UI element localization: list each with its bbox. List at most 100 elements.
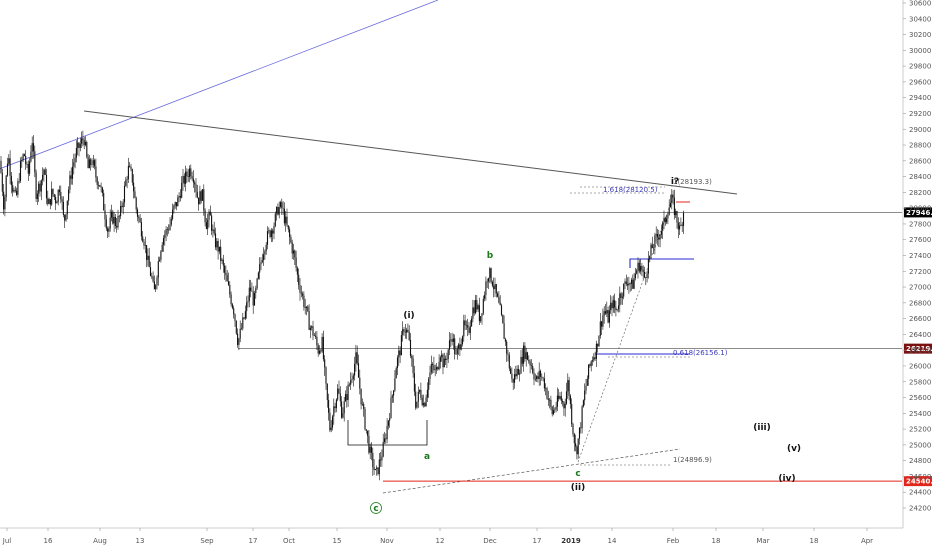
candle bbox=[127, 157, 129, 184]
candle bbox=[96, 175, 98, 190]
candle bbox=[233, 305, 235, 319]
candle bbox=[654, 232, 656, 255]
candle bbox=[666, 214, 668, 225]
candle bbox=[597, 343, 599, 353]
candle bbox=[477, 303, 479, 312]
candle bbox=[458, 342, 460, 355]
candle bbox=[9, 150, 11, 185]
candle bbox=[326, 383, 328, 408]
candle bbox=[443, 352, 445, 368]
candle bbox=[313, 332, 315, 337]
price-axis[interactable]: 24200.0 24400.0 24600.0 24800.0 25000.0 25200… bbox=[902, 0, 932, 528]
candle bbox=[651, 236, 653, 249]
candle bbox=[547, 390, 549, 406]
candle bbox=[100, 182, 102, 193]
candle bbox=[677, 217, 679, 239]
candle bbox=[44, 167, 46, 176]
candle bbox=[630, 277, 633, 291]
candle bbox=[621, 292, 623, 305]
candle bbox=[79, 137, 81, 152]
candle bbox=[218, 246, 220, 255]
candle bbox=[543, 372, 545, 392]
candlestick-series bbox=[0, 130, 685, 481]
price-tick-label: 29200.0 bbox=[909, 110, 932, 118]
candle bbox=[615, 300, 617, 317]
candle bbox=[653, 243, 655, 254]
candle bbox=[448, 331, 451, 355]
candle bbox=[433, 356, 435, 374]
candle bbox=[438, 354, 440, 371]
candle bbox=[274, 211, 276, 228]
candle bbox=[175, 202, 178, 211]
candle bbox=[27, 160, 29, 181]
price-tick-label: 28800.0 bbox=[909, 142, 932, 150]
candle bbox=[300, 285, 302, 298]
candle bbox=[321, 333, 323, 353]
price-level-badge: 27946.3 bbox=[904, 207, 932, 218]
candle bbox=[26, 161, 28, 169]
candle bbox=[468, 322, 470, 336]
candle bbox=[564, 398, 566, 417]
candle bbox=[304, 298, 306, 315]
candle bbox=[308, 304, 310, 331]
candle bbox=[521, 348, 523, 367]
candle bbox=[90, 157, 92, 171]
time-tick-label: 13 bbox=[136, 537, 145, 545]
candle bbox=[25, 150, 27, 170]
time-tick-label: Oct bbox=[283, 537, 295, 545]
candle bbox=[69, 170, 71, 194]
candle bbox=[269, 229, 271, 239]
time-tick-label: Jul bbox=[2, 537, 12, 545]
candle bbox=[612, 295, 614, 313]
candle bbox=[549, 398, 551, 409]
candle bbox=[195, 178, 197, 198]
candle bbox=[590, 360, 592, 372]
candle bbox=[192, 170, 194, 188]
time-axis[interactable]: Jul 16 Aug 13 Sep 17 Oct 15 Nov 12 Dec 17 2019 14 Feb 1… bbox=[0, 527, 903, 545]
candle bbox=[599, 312, 601, 339]
candle bbox=[338, 380, 340, 395]
candle bbox=[416, 401, 418, 410]
candle bbox=[39, 180, 41, 197]
candle bbox=[419, 389, 421, 395]
candle bbox=[266, 226, 269, 250]
candle bbox=[567, 373, 569, 399]
svg-text:27946.3: 27946.3 bbox=[906, 209, 932, 217]
candle bbox=[507, 349, 509, 362]
time-tick-label: Nov bbox=[380, 537, 394, 545]
candle bbox=[99, 184, 101, 188]
candle bbox=[149, 261, 152, 277]
candle bbox=[672, 190, 674, 205]
candle bbox=[601, 320, 603, 335]
candle bbox=[32, 135, 35, 159]
fib-annotation: 0.618(26156.1) bbox=[673, 349, 728, 357]
time-tick-label: 17 bbox=[533, 537, 542, 545]
candle bbox=[559, 391, 561, 400]
candle bbox=[168, 224, 170, 234]
candle bbox=[502, 314, 504, 324]
price-tick-label: 27800.0 bbox=[909, 220, 932, 228]
candle bbox=[23, 153, 25, 157]
candle bbox=[10, 172, 12, 194]
candle bbox=[429, 365, 431, 385]
candle bbox=[282, 201, 284, 215]
candle bbox=[227, 272, 230, 286]
candle bbox=[495, 283, 497, 298]
candle bbox=[568, 376, 570, 401]
candle bbox=[316, 331, 318, 350]
price-tick-label: 24200.0 bbox=[909, 505, 932, 513]
candle bbox=[140, 217, 142, 241]
candle bbox=[118, 214, 120, 223]
candle bbox=[432, 362, 434, 374]
candle bbox=[420, 382, 422, 401]
candle bbox=[575, 434, 577, 452]
candle bbox=[156, 275, 158, 290]
candle bbox=[330, 420, 332, 433]
candle bbox=[213, 221, 215, 236]
wave-label: i? bbox=[671, 177, 679, 187]
candle bbox=[333, 398, 335, 425]
candle bbox=[82, 130, 84, 147]
candle bbox=[244, 305, 246, 321]
candle bbox=[248, 279, 250, 308]
